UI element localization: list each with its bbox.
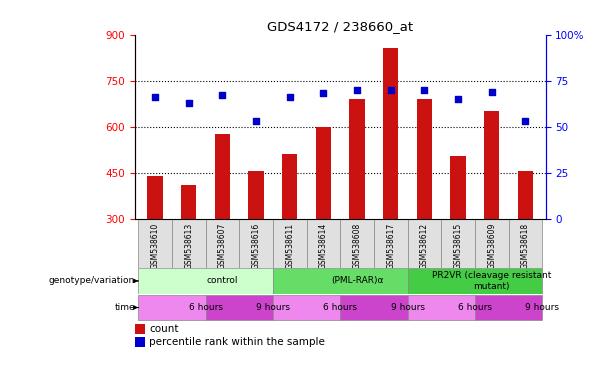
Bar	[239, 218, 273, 268]
Bar	[181, 185, 196, 218]
Text: GSM538618: GSM538618	[521, 222, 530, 269]
Point	[150, 94, 160, 100]
Text: GSM538612: GSM538612	[420, 222, 429, 269]
Bar	[172, 218, 205, 268]
Text: GSM538613: GSM538613	[185, 222, 193, 269]
Point	[386, 87, 395, 93]
Text: 6 hours: 6 hours	[458, 303, 492, 312]
Bar	[374, 218, 408, 268]
Point	[487, 89, 497, 95]
Bar	[484, 111, 499, 218]
Point	[319, 90, 329, 96]
Bar	[135, 337, 145, 347]
Text: 6 hours: 6 hours	[189, 303, 223, 312]
Text: GSM538607: GSM538607	[218, 222, 227, 269]
Text: 9 hours: 9 hours	[525, 303, 559, 312]
Bar	[138, 218, 172, 268]
Text: 9 hours: 9 hours	[390, 303, 425, 312]
Bar	[138, 268, 273, 294]
Text: 9 hours: 9 hours	[256, 303, 290, 312]
Text: time: time	[115, 303, 135, 312]
Point	[218, 92, 227, 98]
Text: (PML-RAR)α: (PML-RAR)α	[331, 276, 383, 285]
Bar	[451, 156, 466, 218]
Bar	[273, 218, 306, 268]
Bar	[273, 268, 408, 294]
Bar	[408, 295, 475, 320]
Text: GSM538616: GSM538616	[251, 222, 261, 269]
Text: control: control	[207, 276, 238, 285]
Text: GSM538615: GSM538615	[454, 222, 463, 269]
Point	[251, 118, 261, 124]
Bar	[509, 218, 543, 268]
Text: GSM538609: GSM538609	[487, 222, 496, 269]
Bar	[340, 295, 408, 320]
Text: genotype/variation: genotype/variation	[49, 276, 135, 285]
Bar	[441, 218, 475, 268]
Bar	[417, 99, 432, 218]
Bar	[282, 154, 297, 218]
Bar	[205, 218, 239, 268]
Text: PR2VR (cleavage resistant
mutant): PR2VR (cleavage resistant mutant)	[432, 271, 552, 291]
Bar	[383, 48, 398, 218]
Bar	[306, 218, 340, 268]
Bar	[205, 295, 273, 320]
Point	[419, 87, 429, 93]
Text: percentile rank within the sample: percentile rank within the sample	[149, 337, 325, 347]
Bar	[273, 295, 340, 320]
Bar	[215, 134, 230, 218]
Text: GSM538617: GSM538617	[386, 222, 395, 269]
Bar	[148, 175, 162, 218]
Point	[285, 94, 295, 100]
Bar	[138, 295, 205, 320]
Text: GSM538611: GSM538611	[285, 222, 294, 269]
Text: count: count	[149, 324, 179, 334]
Bar	[408, 218, 441, 268]
Bar	[349, 99, 365, 218]
Text: GSM538610: GSM538610	[151, 222, 159, 269]
Bar	[475, 218, 509, 268]
Bar	[340, 218, 374, 268]
Text: 6 hours: 6 hours	[323, 303, 357, 312]
Bar	[135, 324, 145, 334]
Bar	[248, 171, 264, 218]
Point	[184, 99, 194, 106]
Bar	[408, 268, 543, 294]
Title: GDS4172 / 238660_at: GDS4172 / 238660_at	[267, 20, 413, 33]
Point	[520, 118, 530, 124]
Point	[352, 87, 362, 93]
Bar	[475, 295, 543, 320]
Bar	[518, 171, 533, 218]
Bar	[316, 127, 331, 218]
Text: GSM538614: GSM538614	[319, 222, 328, 269]
Text: GSM538608: GSM538608	[352, 222, 362, 269]
Point	[453, 96, 463, 102]
